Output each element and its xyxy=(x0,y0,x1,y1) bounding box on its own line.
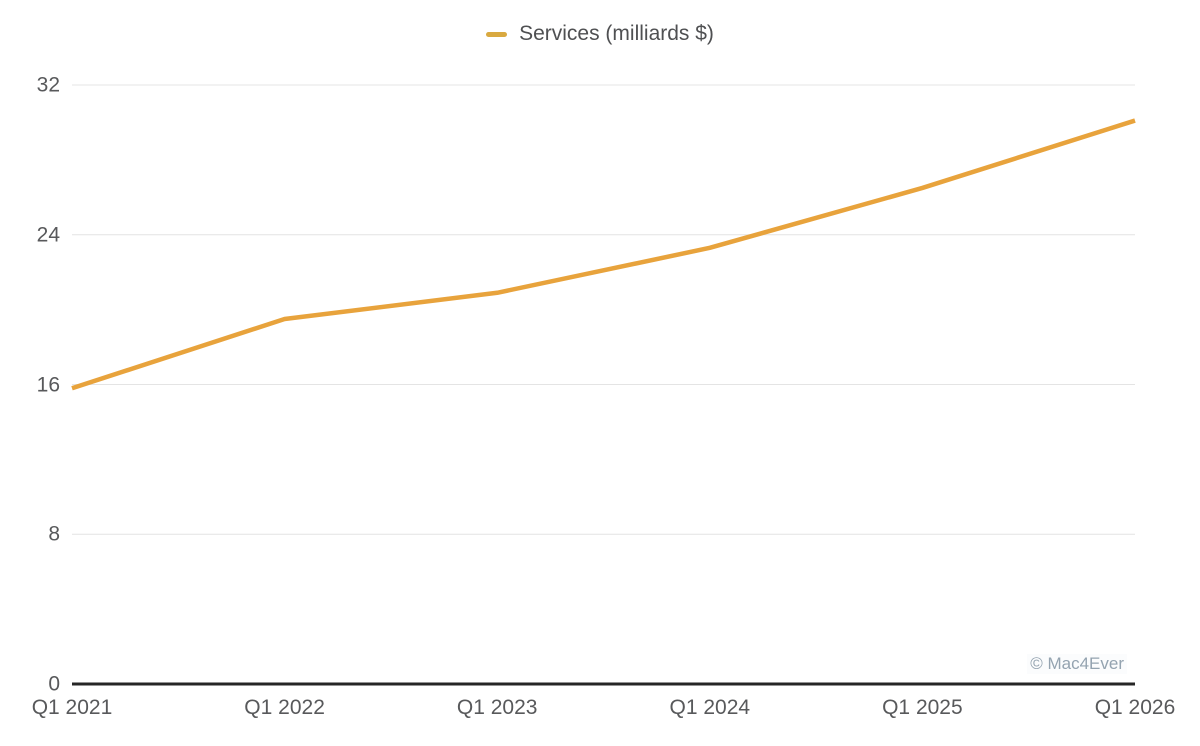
y-tick-label-32: 32 xyxy=(36,73,60,97)
y-tick-label-8: 8 xyxy=(48,522,60,546)
y-tick-label-0: 0 xyxy=(48,672,60,696)
x-tick-label-q1-2026: Q1 2026 xyxy=(1094,696,1176,719)
services-series-line xyxy=(71,118,1136,391)
legend-label: Services (milliards $) xyxy=(519,22,714,45)
x-tick-label-q1-2025: Q1 2025 xyxy=(882,696,963,719)
y-tick-label-24: 24 xyxy=(36,223,60,247)
x-tick-label-q1-2021: Q1 2021 xyxy=(31,696,113,719)
legend-item-services[interactable]: Services (milliards $) xyxy=(486,22,714,46)
legend-dash-icon xyxy=(486,31,508,37)
x-tick-label-q1-2022: Q1 2022 xyxy=(244,696,325,719)
x-tick-label-q1-2023: Q1 2023 xyxy=(456,696,538,719)
x-tick-label-q1-2024: Q1 2024 xyxy=(669,696,751,719)
watermark-credit: © Mac4Ever xyxy=(1027,654,1127,674)
chart-legend: Services (milliards $) xyxy=(0,22,1200,46)
y-tick-label-16: 16 xyxy=(36,373,60,396)
